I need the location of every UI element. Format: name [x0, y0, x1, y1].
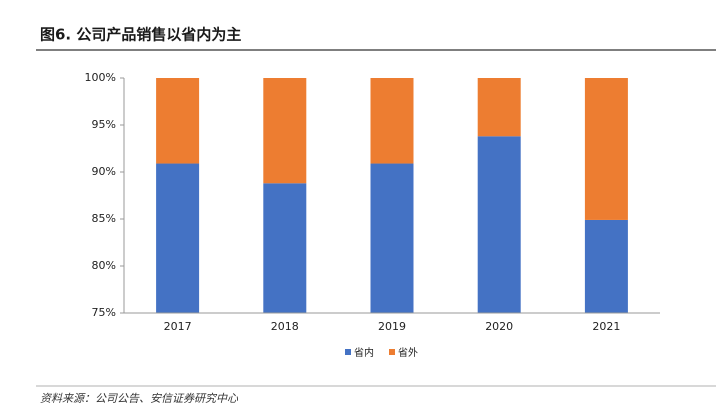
x-tick-label: 2019: [378, 320, 406, 333]
source: 资料来源：公司公告、安信证券研究中心: [40, 392, 239, 405]
bar-segment: [263, 78, 307, 184]
x-tick-label: 2017: [164, 320, 192, 333]
y-tick-label: 100%: [85, 71, 116, 84]
y-tick-label: 85%: [92, 212, 116, 225]
x-tick-label: 2018: [271, 320, 299, 333]
bar-segment: [370, 78, 414, 164]
bar-segment: [477, 136, 521, 313]
legend-swatch: [345, 349, 351, 355]
bar-segment: [477, 78, 521, 137]
legend-swatch: [389, 349, 395, 355]
legend-label: 省外: [398, 346, 418, 359]
bar-segment: [156, 163, 200, 313]
bar-segment: [156, 78, 200, 164]
bar-segment: [263, 183, 307, 313]
y-tick-label: 95%: [92, 118, 116, 131]
bar-segment: [584, 219, 628, 313]
legend-label: 省内: [354, 346, 374, 359]
bar-segment: [370, 163, 414, 313]
y-tick-label: 80%: [92, 259, 116, 272]
y-tick-label: 75%: [92, 306, 116, 319]
bar-segment: [584, 78, 628, 220]
y-tick-label: 90%: [92, 165, 116, 178]
x-tick-label: 2020: [485, 320, 513, 333]
chart-title: 图6. 公司产品销售以省内为主: [40, 26, 241, 44]
x-tick-label: 2021: [592, 320, 620, 333]
